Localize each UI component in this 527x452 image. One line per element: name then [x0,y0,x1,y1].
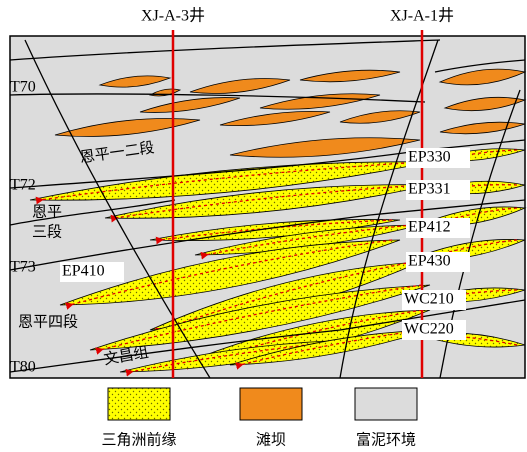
horizon-t72 [9,139,526,189]
beach-bar [229,137,421,158]
horizon-t70 [9,93,426,103]
legend-swatch [239,387,303,421]
horizon-t73 [9,199,526,271]
beach-bar [443,96,527,112]
label-background [60,262,124,282]
delta-front [149,219,401,241]
flow-arrow [435,149,518,165]
legend-label: 滩坝 [256,431,286,449]
horizon-right [434,59,526,73]
sand-body-label: EP410 [62,263,105,280]
delta-front [89,284,431,351]
horizon-label: T70 [10,79,36,96]
horizon-label: T72 [10,177,36,194]
formation-label: 恩平 [32,203,62,221]
flow-arrow [200,224,413,260]
well-label: XJ-A-1井 [390,7,454,25]
flow-arrow [435,184,518,195]
label-background [406,148,470,168]
flow-arrow [235,329,423,370]
flow-arrow [65,239,393,310]
beach-bar [299,69,401,83]
fault-left [24,39,211,379]
flow-arrow [35,161,423,205]
beach-bar [189,78,291,94]
beach-bar [98,75,172,88]
beach-bar [439,121,526,135]
beach-bar [139,97,241,113]
delta-front [59,239,401,306]
label-background [402,290,466,310]
label-background [406,180,470,200]
label-background [402,320,466,340]
formation-label: 恩平四段 [18,313,78,331]
label-background [406,252,470,272]
legend-label: 富泥环境 [356,431,416,449]
formation-label: 三段 [32,223,62,241]
legend-label: 三角洲前缘 [101,431,176,449]
beach-bar [219,110,331,127]
beach-bar [54,118,201,137]
horizon-label: T80 [10,359,36,376]
sand-body-label: WC220 [404,321,454,338]
horizon-t80 [9,299,526,373]
sand-body-label: WC210 [404,291,454,308]
horizon-ep3 [9,199,176,226]
flow-arrow [415,239,518,265]
beach-bar [438,68,527,86]
sand-body-label: EP430 [408,253,451,270]
sand-body-label: EP331 [408,181,451,198]
beach-bar [259,93,381,110]
sand-body-label: EP330 [408,149,451,166]
well-label: XJ-A-3井 [141,7,205,25]
label-background [406,218,470,238]
legend-swatch [107,387,171,421]
legend-swatch [354,387,418,421]
beach-bar [339,110,421,124]
horizon-top [9,39,441,61]
flow-arrow [95,284,423,355]
horizons-faults [9,39,526,379]
sand-body-label: EP412 [408,219,451,236]
horizon-label: T73 [10,259,36,276]
